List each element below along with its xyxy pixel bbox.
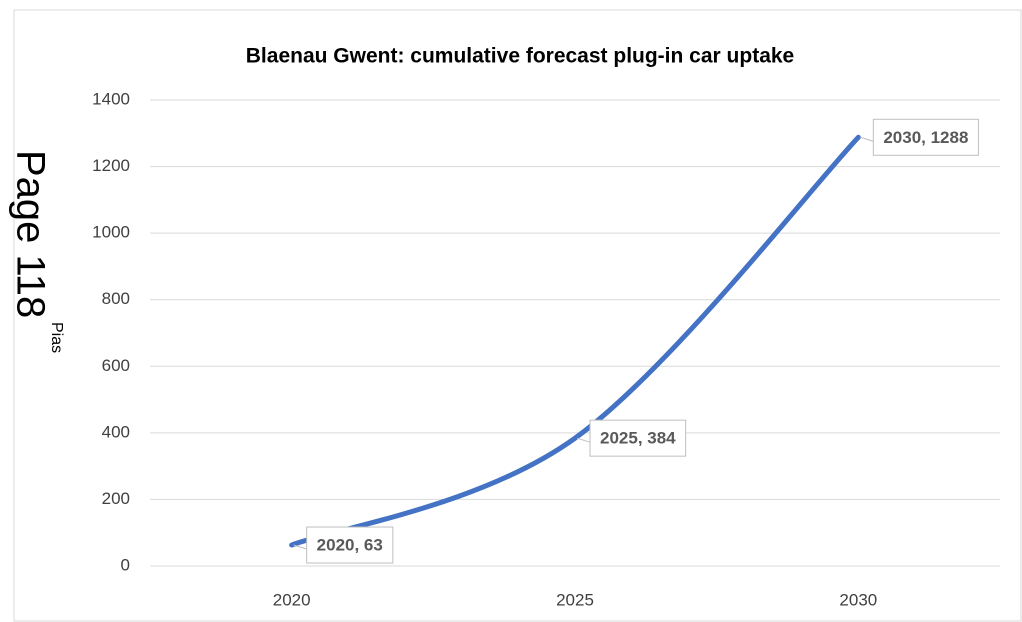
data-label-box (306, 526, 394, 564)
data-line (289, 134, 861, 548)
chart-frame (13, 9, 1022, 622)
y-tick-label: 1200 (92, 156, 130, 175)
chart-title: Blaenau Gwent: cumulative forecast plug-… (246, 45, 794, 68)
data-label-box (872, 118, 979, 156)
y-tick-label: 0 (121, 555, 130, 574)
y-tick-label: 400 (102, 422, 130, 441)
data-label: 2025, 384 (600, 429, 676, 448)
y-tick-label: 600 (102, 356, 130, 375)
page-sublabel: Pias (48, 322, 65, 353)
data-label-leader (860, 136, 874, 142)
data-label: 2020, 63 (317, 536, 383, 555)
y-tick-label: 1400 (92, 89, 130, 108)
x-tick-label: 2020 (273, 590, 311, 609)
page-label: Page 118 (8, 150, 52, 318)
data-label: 2030, 1288 (883, 128, 968, 147)
x-tick-label: 2025 (556, 590, 594, 609)
y-tick-label: 800 (102, 289, 130, 308)
data-label-leader (576, 437, 591, 443)
data-label-box (589, 419, 687, 457)
y-tick-label: 200 (102, 489, 130, 508)
y-tick-label: 1000 (92, 223, 130, 242)
data-label-leader (293, 544, 307, 550)
x-tick-label: 2030 (839, 590, 877, 609)
